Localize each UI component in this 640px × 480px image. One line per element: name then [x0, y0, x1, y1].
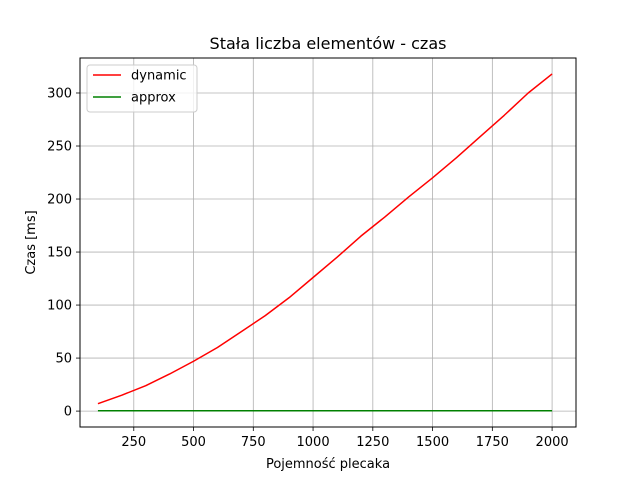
legend-box	[86, 64, 198, 113]
axis-ticks: 250 500 750 1000 1250 1500 1750 2000 0 50 100 150 20…	[47, 86, 568, 450]
y-tick-label: 50	[55, 352, 72, 367]
legend-label-approx: approx	[131, 91, 176, 106]
x-axis-label: Pojemność plecaka	[266, 457, 390, 472]
y-tick-label: 150	[47, 246, 72, 261]
plot-series	[97, 73, 553, 412]
x-tick-label: 1000	[297, 435, 330, 450]
x-tick-label: 500	[181, 435, 206, 450]
y-tick-label: 100	[47, 299, 72, 314]
y-tick-label: 250	[47, 140, 72, 155]
y-tick-label: 0	[64, 405, 72, 420]
plot-frame	[79, 57, 577, 428]
y-axis-label: Czas [ms]	[24, 210, 39, 274]
series-line-dynamic	[97, 73, 553, 405]
legend: dynamic approx	[86, 64, 198, 113]
legend-label-dynamic: dynamic	[131, 69, 187, 84]
x-tick-label: 750	[241, 435, 266, 450]
x-tick-label: 1250	[356, 435, 389, 450]
y-tick-label: 300	[47, 86, 72, 101]
x-tick-label: 1500	[416, 435, 449, 450]
chart-title: Stała liczba elementów - czas	[210, 34, 447, 53]
y-tick-label: 200	[47, 193, 72, 208]
x-tick-label: 2000	[536, 435, 569, 450]
x-tick-label: 250	[121, 435, 146, 450]
x-tick-label: 1750	[476, 435, 509, 450]
